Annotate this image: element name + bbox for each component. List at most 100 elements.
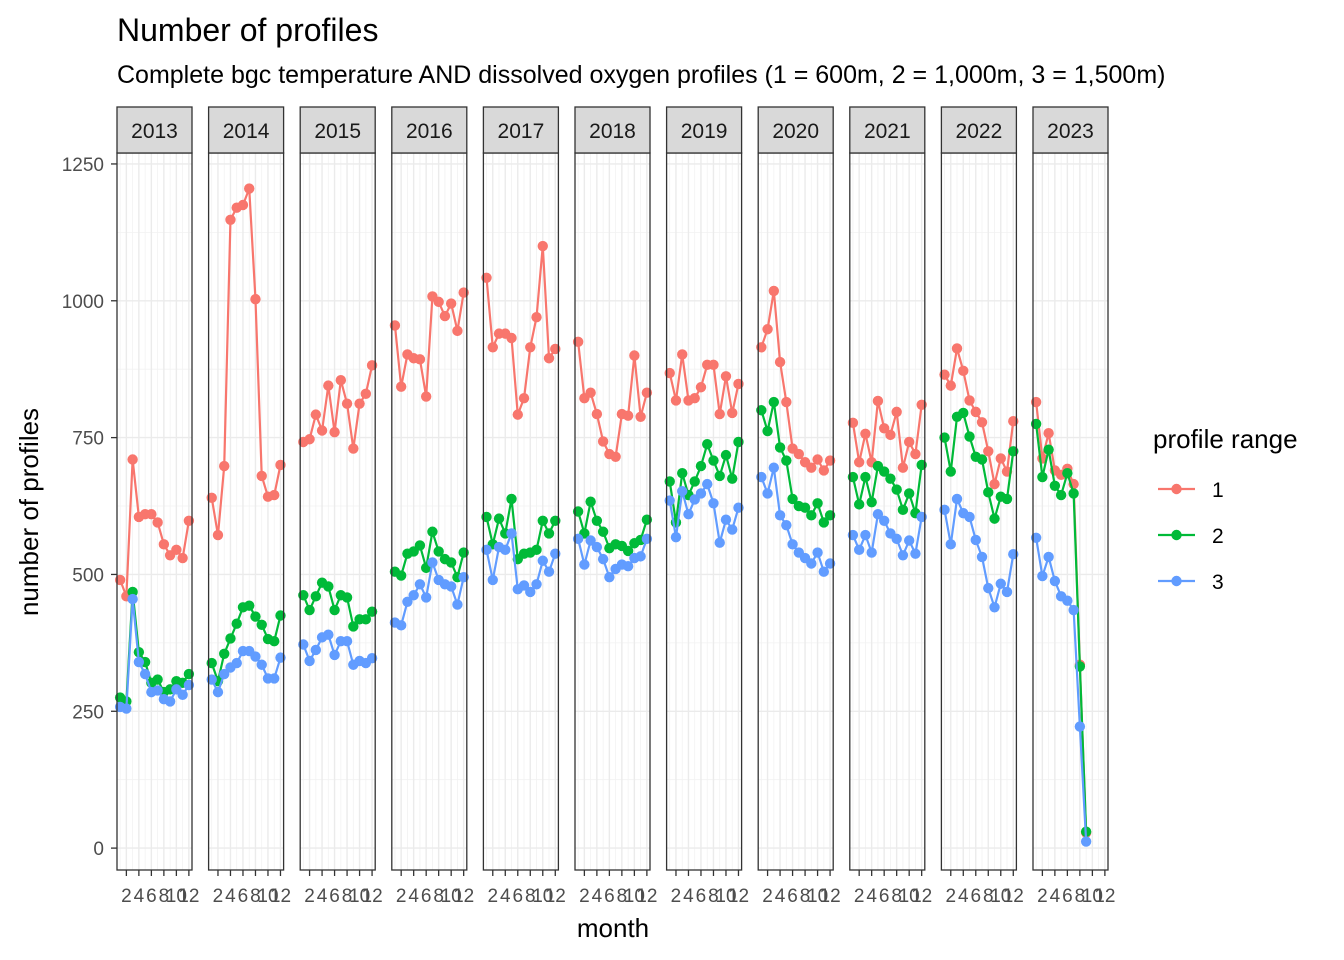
- data-point-1-2021-m8: [891, 406, 902, 418]
- data-point-2-2021-m3: [860, 471, 871, 483]
- legend-key-3: 3: [1158, 571, 1224, 594]
- panel-background: [758, 153, 834, 870]
- data-point-3-2019-m11: [727, 524, 738, 535]
- x-tick-label: 4: [500, 886, 511, 907]
- data-point-2-2021-m6: [878, 466, 890, 477]
- data-point-1-2020-m11: [818, 465, 830, 476]
- legend-point: [1171, 483, 1182, 495]
- data-point-2-2020-m10: [812, 498, 823, 509]
- x-tick-label: 2: [945, 886, 956, 907]
- data-point-1-2015-m10: [354, 398, 365, 409]
- data-point-3-2013-m11: [177, 689, 188, 701]
- x-tick-label: 12: [1094, 886, 1115, 907]
- data-point-3-2023-m3: [1043, 551, 1054, 563]
- data-point-3-2019-m9: [714, 537, 725, 548]
- facet-strip: [1032, 106, 1109, 154]
- data-point-1-2013-m6: [146, 509, 157, 520]
- legend-label: 3: [1212, 571, 1224, 594]
- data-point-1-2015-m5: [323, 380, 334, 391]
- data-point-3-2015-m5: [323, 629, 334, 640]
- data-point-3-2016-m5: [414, 579, 426, 590]
- data-point-3-2020-m2: [762, 488, 773, 499]
- data-point-3-2023-m9: [1080, 836, 1092, 847]
- data-point-1-2019-m3: [677, 349, 688, 360]
- data-point-3-2016-m2: [395, 620, 407, 631]
- data-point-1-2017-m2: [487, 342, 498, 353]
- x-tick-label: 8: [708, 886, 719, 907]
- data-point-3-2019-m7: [702, 478, 713, 490]
- data-point-1-2014-m8: [250, 293, 261, 305]
- data-point-1-2018-m4: [591, 408, 603, 420]
- legend-point: [1171, 529, 1182, 541]
- data-point-3-2022-m8: [983, 582, 994, 594]
- legend-key-2: 2: [1158, 525, 1224, 548]
- panel-background: [1033, 153, 1108, 870]
- data-point-1-2018-m11: [635, 411, 646, 423]
- data-point-2-2020-m4: [774, 442, 786, 453]
- data-point-1-2022-m7: [976, 417, 988, 428]
- data-point-3-2013-m3: [127, 593, 138, 605]
- facet-strip-label: 2019: [681, 120, 728, 143]
- x-tick-label: 2: [304, 886, 315, 907]
- data-point-1-2021-m9: [897, 462, 909, 473]
- data-point-1-2015-m6: [329, 426, 340, 438]
- data-point-3-2017-m5: [506, 528, 517, 539]
- x-tick-label: 10: [166, 886, 187, 907]
- x-tick-label: 12: [545, 886, 566, 907]
- data-point-1-2018-m9: [622, 410, 634, 421]
- data-point-3-2021-m4: [866, 547, 877, 558]
- data-point-1-2022-m10: [995, 453, 1006, 464]
- data-point-1-2016-m8: [433, 296, 444, 308]
- data-point-1-2014-m7: [244, 183, 255, 194]
- data-point-3-2020-m4: [774, 510, 786, 521]
- data-point-1-2015-m3: [310, 409, 322, 420]
- data-point-1-2018-m10: [629, 350, 640, 361]
- data-point-3-2014-m5: [231, 657, 242, 669]
- data-point-3-2014-m11: [269, 673, 280, 684]
- x-tick-label: 2: [487, 886, 498, 907]
- data-point-1-2019-m6: [695, 382, 707, 393]
- x-tick-label: 8: [983, 886, 994, 907]
- data-point-3-2013-m4: [133, 656, 145, 668]
- data-point-1-2018-m3: [585, 387, 596, 398]
- data-point-3-2021-m10: [903, 535, 915, 546]
- chart-subtitle: Complete bgc temperature AND dissolved o…: [117, 61, 1165, 89]
- data-point-2-2020-m9: [806, 510, 817, 521]
- x-tick-label: 12: [453, 886, 474, 907]
- x-tick-label: 4: [775, 886, 786, 907]
- facet-strip: [482, 106, 560, 154]
- data-point-3-2013-m5: [139, 668, 151, 680]
- data-point-2-2016-m10: [445, 557, 457, 568]
- data-point-1-2020-m7: [793, 448, 805, 460]
- x-tick-label: 2: [854, 886, 865, 907]
- facet-strip: [207, 106, 285, 154]
- data-point-2-2021-m9: [897, 504, 909, 516]
- data-point-2-2023-m5: [1055, 489, 1067, 501]
- data-point-3-2020-m9: [806, 558, 817, 569]
- data-point-2-2023-m3: [1043, 444, 1054, 455]
- data-point-3-2023-m7: [1068, 604, 1079, 616]
- data-point-3-2019-m6: [695, 488, 707, 499]
- data-point-3-2014-m3: [219, 668, 230, 680]
- data-point-3-2018-m4: [591, 541, 603, 553]
- chart-title: Number of profiles: [117, 12, 378, 48]
- data-point-1-2019-m9: [714, 408, 725, 420]
- data-point-3-2015-m2: [304, 655, 315, 667]
- y-tick-label: 250: [72, 702, 104, 723]
- y-axis: 0 250 500 750 1000 1250: [62, 155, 117, 860]
- data-point-2-2016-m2: [395, 570, 407, 581]
- facet-strip-label: 2017: [498, 120, 545, 143]
- x-tick-label: 6: [970, 886, 981, 907]
- data-point-2-2020-m8: [799, 502, 811, 513]
- x-tick-label: 10: [624, 886, 645, 907]
- x-tick-label: 6: [512, 886, 523, 907]
- data-point-3-2013-m2: [121, 703, 132, 714]
- data-point-3-2020-m3: [768, 462, 780, 473]
- data-point-3-2019-m10: [720, 514, 732, 525]
- panel-background: [483, 153, 559, 870]
- data-point-2-2015-m3: [310, 591, 322, 602]
- x-tick-label: 6: [604, 886, 615, 907]
- facet-strip-label: 2023: [1047, 120, 1094, 143]
- data-point-1-2022-m5: [964, 395, 975, 406]
